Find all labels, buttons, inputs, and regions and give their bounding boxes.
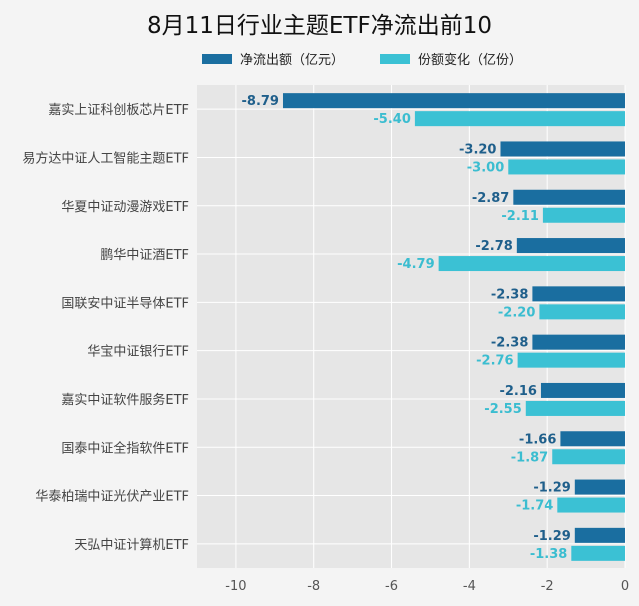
category-label: 华夏中证动漫游戏ETF [61,200,189,215]
x-tick-label: 0 [621,579,629,594]
data-label: -3.00 [467,160,504,175]
category-label: 鹏华中证酒ETF [100,248,189,263]
bar-shares [539,304,625,320]
legend-item-shares: 份额变化（亿份） [380,49,522,68]
data-label: -2.76 [476,354,513,369]
legend-swatch [380,53,410,64]
bar-shares [414,111,625,127]
legend-label: 份额变化（亿份） [418,53,523,68]
bar-outflow [500,141,625,157]
data-label: -1.38 [530,547,567,562]
legend-item-outflow: 净流出额（亿元） [202,49,344,68]
category-label: 易方达中证人工智能主题ETF [22,150,189,166]
data-label: -1.29 [533,529,570,544]
bar-outflow [516,238,625,254]
data-label: -2.38 [491,287,528,302]
data-label: -1.74 [516,499,553,514]
x-tick-label: -8 [307,579,320,594]
x-tick-label: -10 [225,579,246,594]
category-label: 嘉实上证科创板芯片ETF [48,103,189,118]
bar-outflow [540,382,625,398]
category-label: 华泰柏瑞中证光伏产业ETF [35,490,189,505]
bar-outflow [560,431,625,447]
data-label: -2.38 [491,336,528,351]
bar-shares [517,352,625,368]
data-label: -2.16 [499,384,536,399]
bar-outflow [574,527,625,543]
bar-shares [542,207,625,223]
bar-shares [571,545,625,561]
category-label: 华宝中证银行ETF [87,345,189,360]
data-label: -2.11 [501,209,538,224]
bar-outflow [513,189,625,205]
data-label: -4.79 [397,257,434,272]
data-label: -1.66 [519,432,556,447]
legend-label: 净流出额（亿元） [240,53,345,68]
bar-shares [552,449,625,465]
x-tick-label: -6 [385,579,398,594]
data-label: -3.20 [459,142,496,157]
category-label: 国泰中证全指软件ETF [61,440,189,456]
bar-shares [525,400,625,416]
bar-outflow [282,93,625,109]
category-label: 嘉实中证软件服务ETF [61,392,189,408]
bar-shares [557,497,625,513]
bar-outflow [574,479,625,495]
data-label: -5.40 [373,112,410,127]
category-label: 天弘中证计算机ETF [74,538,189,553]
data-label: -1.87 [511,450,548,465]
data-label: -8.79 [242,94,279,109]
x-tick-label: -4 [463,579,476,594]
data-label: -2.55 [484,402,521,417]
data-label: -1.29 [533,481,570,496]
bar-outflow [532,334,625,350]
chart-title: 8月11日行业主题ETF净流出前10 [147,13,492,39]
bar-shares [508,159,625,175]
bar-shares [438,256,625,272]
category-label: 国联安中证半导体ETF [61,296,189,311]
data-label: -2.87 [472,191,509,206]
x-tick-label: -2 [541,579,554,594]
bar-outflow [532,286,625,302]
legend-swatch [202,53,232,64]
data-label: -2.78 [475,239,512,254]
data-label: -2.20 [498,305,535,320]
